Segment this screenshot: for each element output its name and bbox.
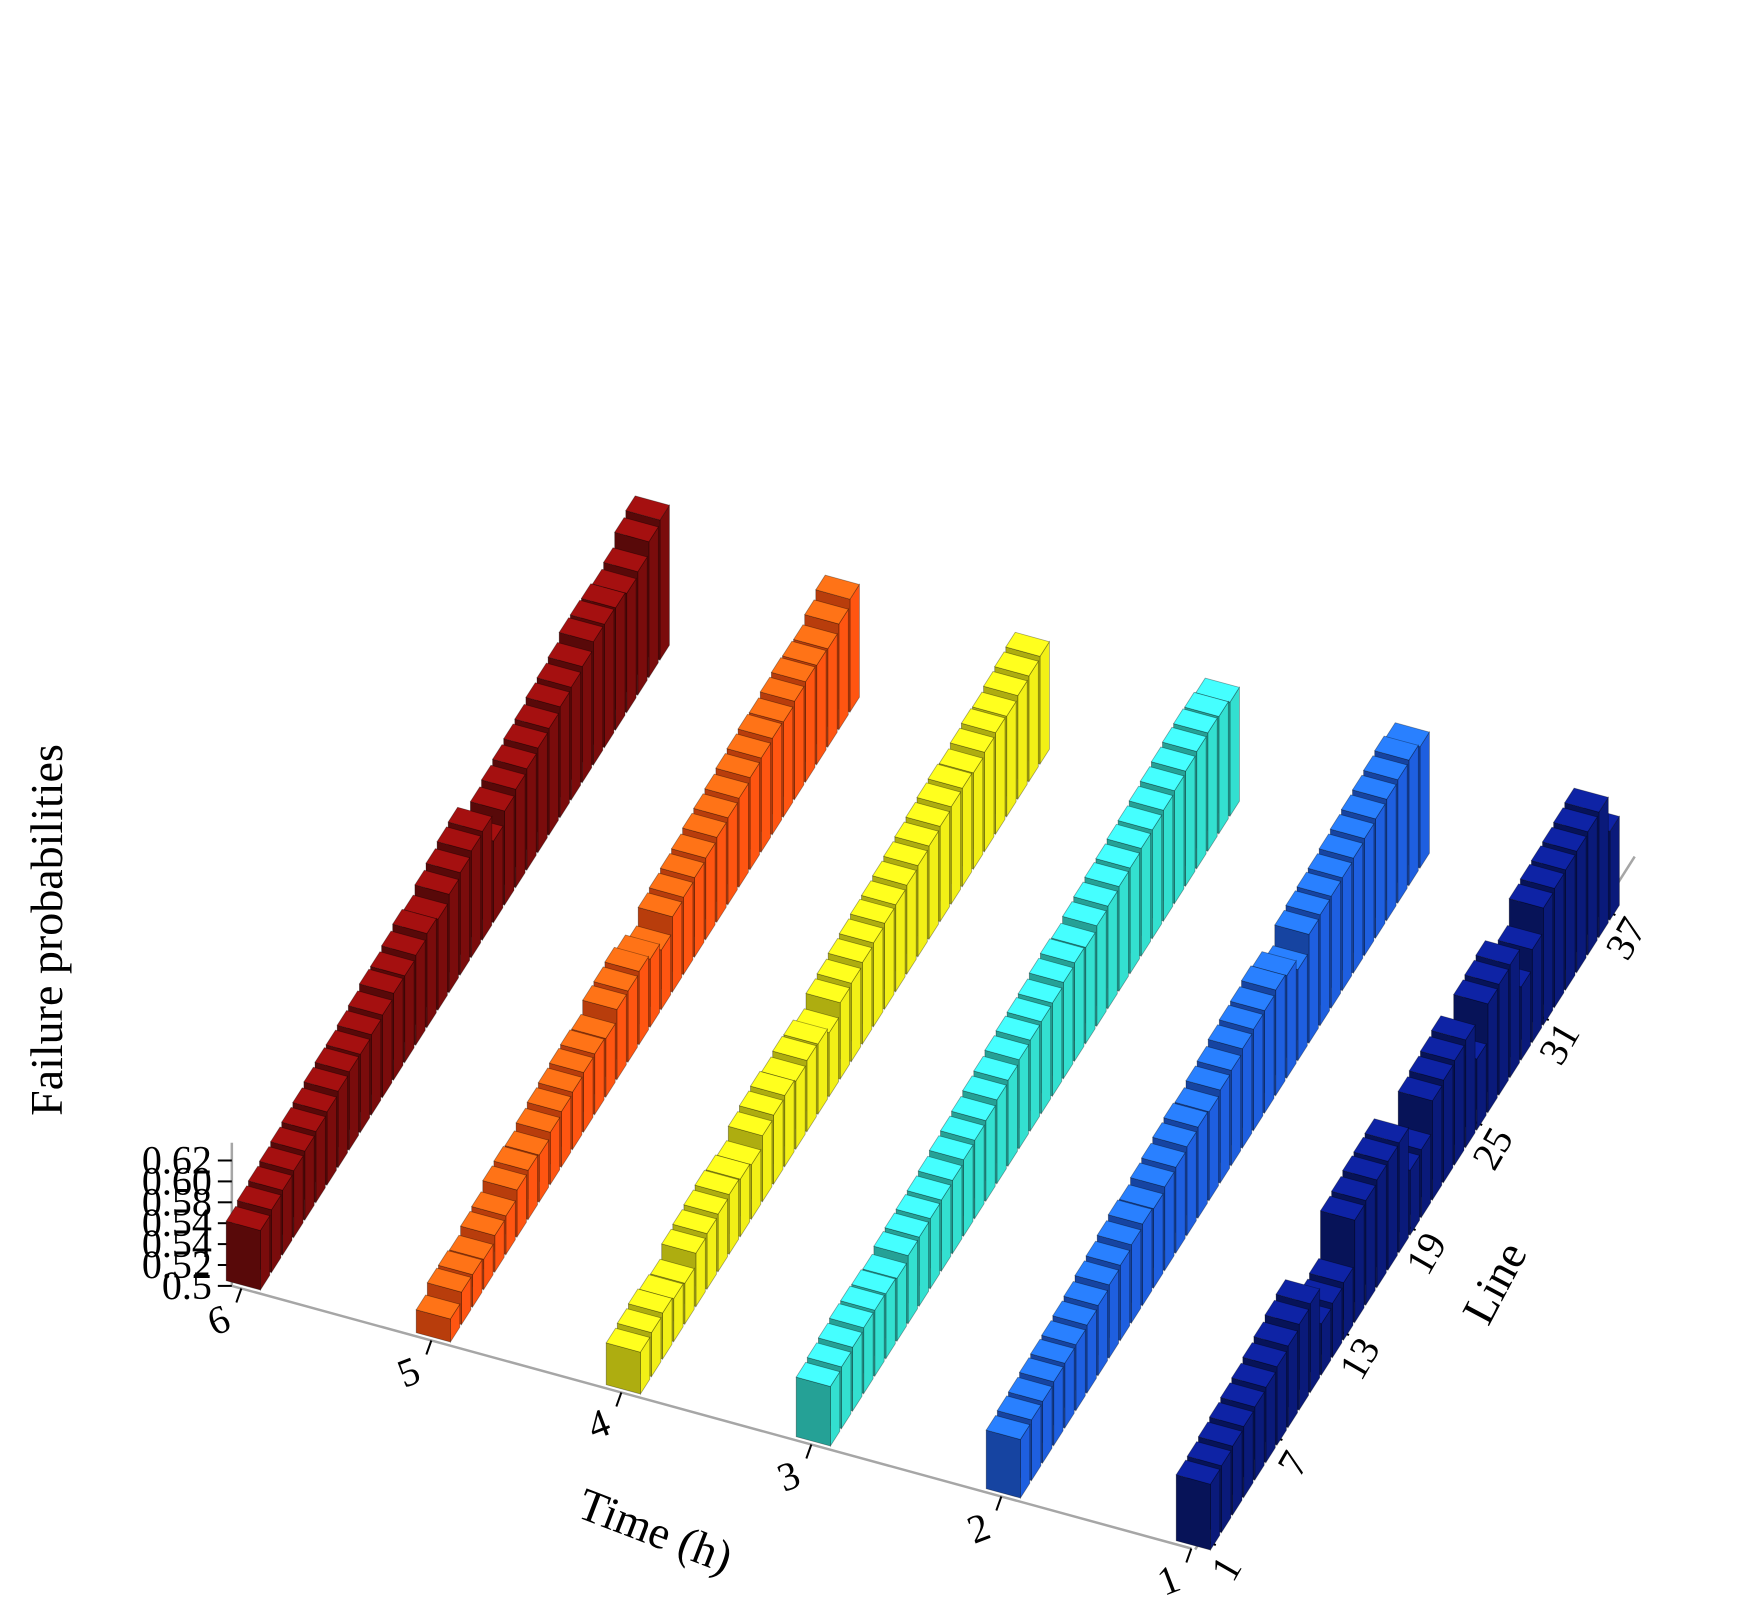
bar-time1-line1 — [1175, 1459, 1221, 1552]
x-tick-mark — [235, 1288, 243, 1303]
x-tick-label: 4 — [581, 1399, 616, 1448]
x-tick-label: 5 — [391, 1347, 426, 1396]
x-tick-mark — [805, 1444, 813, 1459]
x-tick-label: 2 — [961, 1503, 996, 1552]
z-tick-label: 0.62 — [142, 1138, 212, 1183]
bar-time3-line1 — [795, 1361, 841, 1448]
bar-time6-line1 — [225, 1205, 271, 1292]
bars — [225, 495, 1621, 1552]
z-tick-label: 0.58 — [142, 1179, 212, 1224]
z-tick-label: 0.54 — [142, 1221, 212, 1266]
x-axis-title: Time (h) — [571, 1478, 739, 1583]
y-axis-title: Line — [1452, 1234, 1537, 1332]
bar-time2-line1 — [985, 1415, 1031, 1500]
z-tick-label: 0.60 — [142, 1158, 212, 1203]
y-tick-label: 1 — [1202, 1548, 1251, 1588]
z-tick-label: 0.54 — [142, 1200, 212, 1245]
z-axis-title: Failure probabilities — [21, 744, 72, 1116]
z-tick-label: 0.52 — [142, 1242, 212, 1287]
x-tick-mark — [425, 1340, 433, 1355]
bar-time5-line1 — [415, 1294, 461, 1344]
x-axis-line — [231, 1284, 1192, 1550]
x-tick-mark — [1185, 1548, 1193, 1563]
x-tick-mark — [615, 1392, 623, 1407]
z-tick-label: 0.5 — [162, 1263, 212, 1308]
x-tick-mark — [995, 1496, 1003, 1511]
x-tick-label: 3 — [771, 1451, 806, 1500]
y-tick-label: 7 — [1268, 1443, 1317, 1483]
x-tick-label: 1 — [1151, 1555, 1186, 1604]
bar-time4-line1 — [605, 1327, 651, 1396]
